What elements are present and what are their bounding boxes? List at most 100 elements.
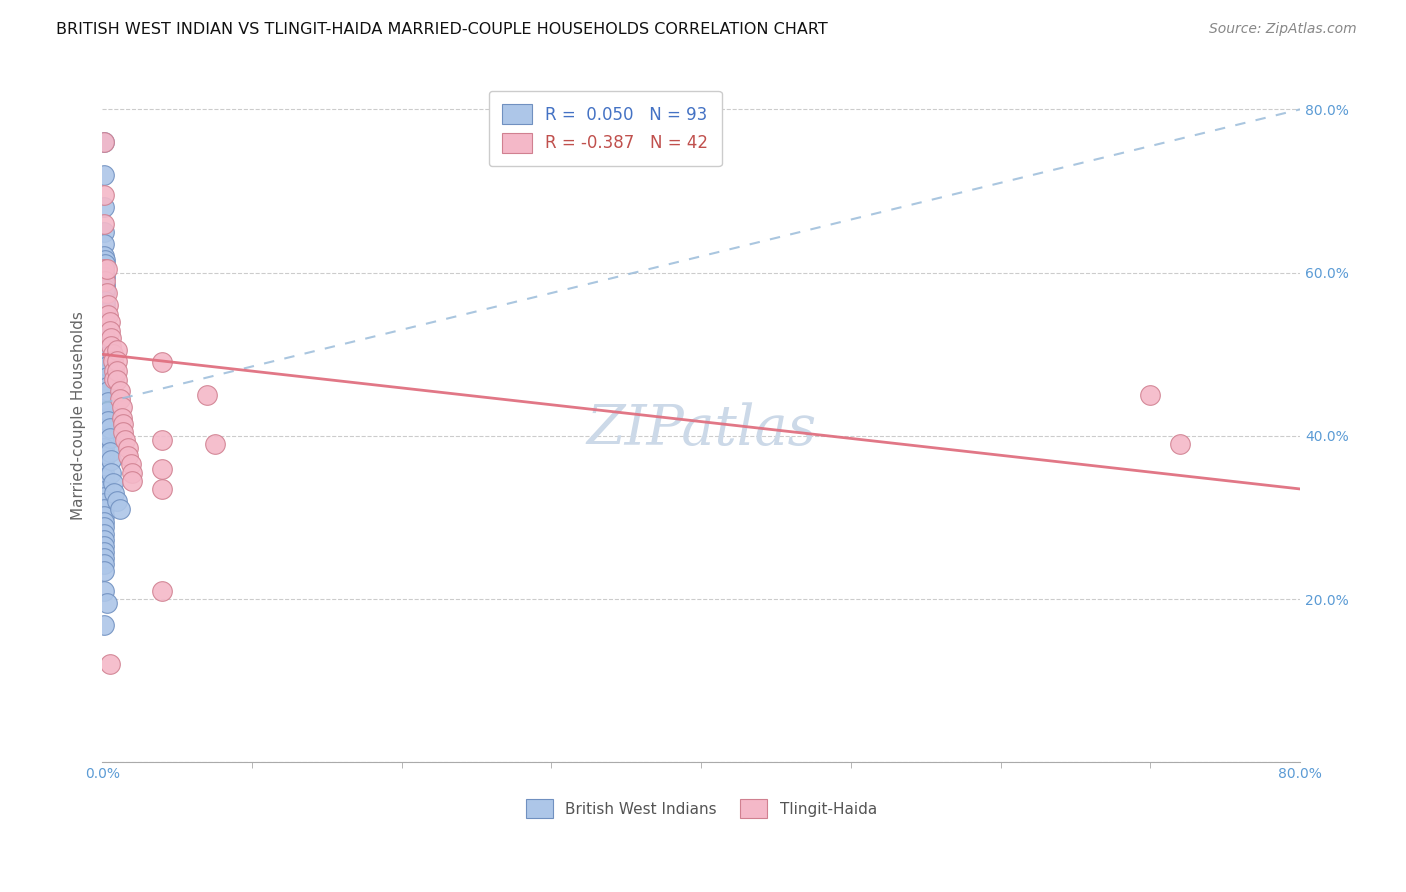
Point	[100, 453, 122, 467]
Point	[93, 453, 115, 467]
Point	[101, 353, 124, 368]
Point	[93, 261, 115, 276]
Point	[93, 526, 115, 541]
Point	[96, 370, 118, 384]
Point	[150, 433, 173, 447]
Point	[93, 386, 115, 401]
Point	[96, 339, 118, 353]
Point	[93, 551, 115, 566]
Point	[204, 437, 226, 451]
Point	[108, 392, 131, 406]
Point	[93, 398, 115, 412]
Point	[112, 425, 135, 439]
Point	[121, 474, 143, 488]
Point	[93, 422, 115, 436]
Point	[93, 520, 115, 534]
Point	[108, 502, 131, 516]
Text: BRITISH WEST INDIAN VS TLINGIT-HAIDA MARRIED-COUPLE HOUSEHOLDS CORRELATION CHART: BRITISH WEST INDIAN VS TLINGIT-HAIDA MAR…	[56, 22, 828, 37]
Point	[97, 404, 120, 418]
Point	[93, 429, 115, 443]
Point	[93, 392, 115, 406]
Point	[94, 253, 117, 268]
Point	[93, 539, 115, 553]
Point	[105, 353, 128, 368]
Point	[93, 294, 115, 309]
Point	[93, 237, 115, 252]
Point	[97, 414, 120, 428]
Point	[93, 343, 115, 358]
Point	[105, 343, 128, 358]
Point	[105, 373, 128, 387]
Point	[93, 355, 115, 369]
Point	[98, 421, 121, 435]
Point	[112, 417, 135, 431]
Point	[93, 466, 115, 480]
Point	[97, 384, 120, 398]
Point	[94, 306, 117, 320]
Point	[94, 298, 117, 312]
Point	[93, 373, 115, 387]
Point	[94, 274, 117, 288]
Point	[93, 266, 115, 280]
Point	[93, 584, 115, 599]
Point	[195, 388, 218, 402]
Point	[93, 135, 115, 149]
Point	[94, 308, 117, 322]
Point	[93, 325, 115, 339]
Point	[103, 486, 125, 500]
Point	[96, 261, 118, 276]
Point	[93, 368, 115, 382]
Point	[93, 217, 115, 231]
Point	[93, 417, 115, 431]
Point	[96, 359, 118, 374]
Point	[117, 441, 139, 455]
Point	[93, 168, 115, 182]
Point	[98, 445, 121, 459]
Point	[93, 484, 115, 499]
Point	[97, 394, 120, 409]
Point	[103, 372, 125, 386]
Point	[93, 459, 115, 474]
Text: ZIPatlas: ZIPatlas	[586, 402, 817, 457]
Point	[93, 411, 115, 425]
Point	[93, 496, 115, 510]
Point	[100, 339, 122, 353]
Point	[93, 508, 115, 523]
Point	[93, 478, 115, 492]
Point	[108, 384, 131, 398]
Point	[93, 471, 115, 485]
Point	[93, 545, 115, 559]
Point	[121, 466, 143, 480]
Point	[98, 657, 121, 672]
Point	[1168, 437, 1191, 451]
Point	[98, 325, 121, 339]
Point	[94, 282, 117, 296]
Point	[93, 337, 115, 351]
Point	[94, 257, 117, 271]
Text: Source: ZipAtlas.com: Source: ZipAtlas.com	[1209, 22, 1357, 37]
Point	[94, 318, 117, 333]
Point	[101, 347, 124, 361]
Point	[101, 476, 124, 491]
Point	[93, 225, 115, 239]
Point	[94, 316, 117, 330]
Point	[93, 380, 115, 394]
Point	[105, 363, 128, 377]
Point	[97, 298, 120, 312]
Point	[93, 515, 115, 529]
Point	[150, 461, 173, 475]
Point	[97, 308, 120, 322]
Point	[105, 494, 128, 508]
Point	[98, 315, 121, 329]
Point	[94, 269, 117, 284]
Point	[150, 584, 173, 599]
Point	[96, 596, 118, 610]
Point	[103, 363, 125, 377]
Point	[93, 564, 115, 578]
Point	[93, 533, 115, 548]
Point	[150, 482, 173, 496]
Point	[94, 331, 117, 345]
Point	[93, 557, 115, 571]
Point	[100, 331, 122, 345]
Point	[93, 435, 115, 450]
